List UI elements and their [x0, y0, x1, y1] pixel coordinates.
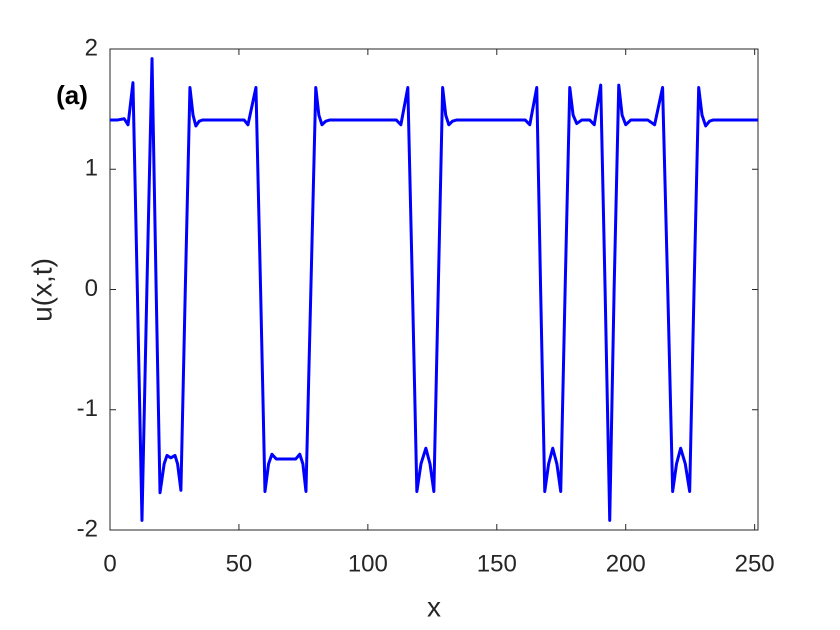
- data-line: [110, 57, 758, 522]
- panel-label: (a): [56, 80, 88, 110]
- y-tick-label: 2: [85, 34, 98, 61]
- y-tick-label: -2: [77, 515, 98, 542]
- x-axis-label: x: [427, 591, 441, 622]
- x-tick-label: 150: [477, 550, 517, 577]
- y-tick-label: -1: [77, 395, 98, 422]
- y-axis-label: u(x,t): [26, 258, 57, 322]
- x-tick-label: 250: [735, 550, 775, 577]
- x-tick-label: 50: [226, 550, 253, 577]
- y-tick-label: 0: [85, 275, 98, 302]
- y-tick-label: 1: [85, 155, 98, 182]
- x-tick-label: 200: [606, 550, 646, 577]
- x-tick-label: 0: [103, 550, 116, 577]
- x-tick-label: 100: [348, 550, 388, 577]
